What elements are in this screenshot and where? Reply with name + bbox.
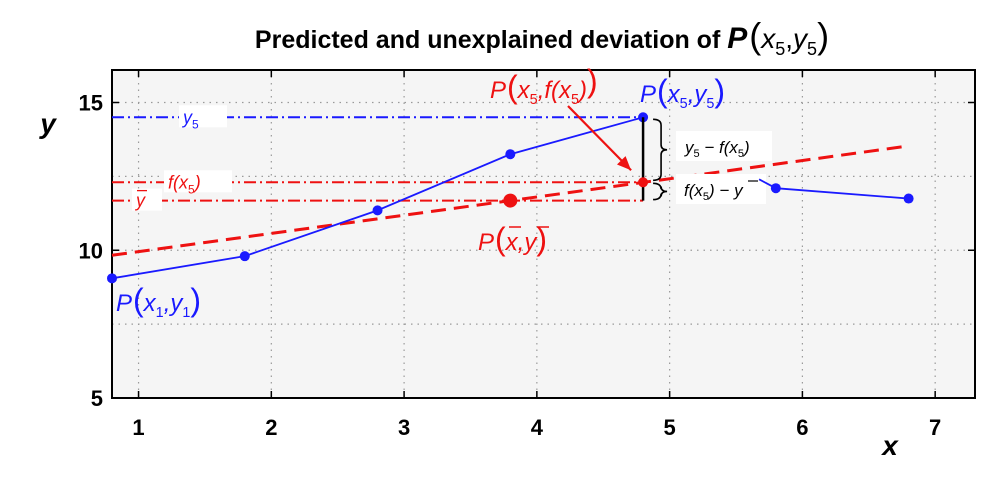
y-tick-label: 10 (79, 238, 103, 263)
title-math-p: P (727, 22, 748, 55)
pf-label-open: ( (507, 69, 518, 105)
p1-label-y: y (168, 290, 184, 317)
unexplained-f: − f(x (700, 138, 739, 157)
reference-label-bg (164, 170, 232, 193)
x-tick-label: 3 (398, 415, 410, 440)
pf-label-comma: , (538, 77, 545, 104)
title-math-x-sub: 5 (775, 39, 785, 59)
annotation-arrow (567, 105, 632, 172)
p1-label-y-sub: 1 (182, 305, 190, 321)
explained-deviation-label: f(x5) − y (684, 181, 744, 203)
unexplained-f-sub: 5 (738, 148, 744, 160)
title-math-close-paren: ) (817, 15, 829, 56)
data-point (372, 205, 383, 216)
pf-label-x-sub: 5 (530, 92, 538, 108)
unexplained-y: y (684, 138, 695, 157)
p5-label-x-sub: 5 (680, 96, 688, 112)
title-math-x: x (759, 23, 776, 54)
pf-label-f-tail: ) (576, 77, 587, 104)
p5-label-x: x (667, 81, 681, 108)
x-tick-label: 5 (664, 415, 676, 440)
data-point (239, 251, 250, 262)
reference-label-base: f(x (168, 172, 189, 192)
mean-point (503, 193, 518, 208)
pf-label: P(x5,f(x5)) (490, 63, 598, 108)
pf-label-x: x (517, 77, 531, 104)
unexplained-label-bg (676, 131, 772, 161)
data-point (107, 273, 117, 284)
data-point (903, 193, 914, 204)
data-point (505, 149, 516, 160)
p5-label-y: y (692, 81, 708, 108)
pmean-label-close: ) (536, 221, 547, 257)
p5-label-comma: , (688, 81, 695, 108)
pmean-label-x: x (505, 229, 519, 256)
title-math-y-sub: 5 (807, 39, 817, 59)
x-axis-label: x (880, 430, 899, 461)
data-point (770, 183, 781, 194)
explained-label-bg (676, 174, 766, 204)
reference-label: f(x5) (168, 172, 201, 196)
p5-label-y-sub: 5 (706, 96, 714, 112)
p5-label-p: P (640, 81, 656, 108)
reference-label-base: y (181, 107, 193, 127)
reference-label-sub: 5 (188, 182, 195, 196)
pf-label-f-sub: 5 (571, 92, 579, 108)
pmean-label-open: ( (495, 221, 506, 257)
x-tick-label: 1 (132, 415, 144, 440)
pmean-label-y: y (522, 229, 538, 256)
plot-frame (111, 69, 976, 399)
p1-label: P(x1,y1) (116, 282, 201, 321)
p1-label-comma: , (164, 290, 171, 317)
p5-label-open: ( (657, 73, 668, 109)
p1-label-open: ( (133, 282, 144, 318)
x-tick-label: 6 (796, 415, 808, 440)
y-axis-label: y (38, 108, 57, 139)
fitted-point (638, 177, 649, 188)
p1-label-close: ) (190, 282, 201, 318)
chart-title-text: Predicted and unexplained deviation of (255, 26, 727, 54)
pf-label-f: f(x (544, 77, 572, 104)
annotation-arrowhead (616, 156, 632, 171)
chart-title: Predicted and unexplained deviation of P… (255, 15, 829, 59)
reference-label-sub: 5 (192, 117, 199, 131)
pmean-label: P(x,y) (478, 221, 547, 257)
title-math-comma: , (785, 23, 793, 54)
unexplained-deviation-label: y5 − f(x5) (684, 138, 750, 160)
reference-label-base: y (134, 191, 146, 211)
explained-f-sub: 5 (703, 191, 709, 203)
pmean-label-p: P (478, 229, 494, 256)
x-tick-label: 2 (265, 415, 277, 440)
title-math-paren: ( (749, 15, 761, 56)
reference-label-tail: ) (193, 172, 201, 192)
x-tick-label: 4 (531, 415, 544, 440)
p5-label: P(x5,y5) (640, 73, 725, 112)
reference-label-bg (179, 105, 227, 128)
explained-f-tail: ) − (707, 181, 734, 200)
reference-label: y (134, 191, 146, 211)
title-math-y: y (791, 23, 809, 54)
y-tick-label: 15 (79, 91, 103, 116)
explained-f: f(x (684, 181, 703, 200)
p5-label-close: ) (714, 73, 725, 109)
unexplained-f-tail: ) (742, 138, 750, 157)
reference-label-bg (132, 188, 162, 211)
reference-label: y5 (181, 107, 199, 131)
pf-label-close: ) (587, 63, 598, 99)
p1-label-p: P (116, 290, 132, 317)
pmean-label-comma: , (518, 229, 525, 256)
x-tick-label: 7 (929, 415, 941, 440)
p1-label-x-sub: 1 (156, 305, 164, 321)
y-tick-label: 5 (91, 386, 103, 411)
unexplained-y-sub: 5 (694, 148, 700, 160)
pf-label-p: P (490, 77, 506, 104)
explained-y: y (733, 181, 744, 200)
p1-label-x: x (143, 290, 157, 317)
plot-area (112, 70, 975, 398)
